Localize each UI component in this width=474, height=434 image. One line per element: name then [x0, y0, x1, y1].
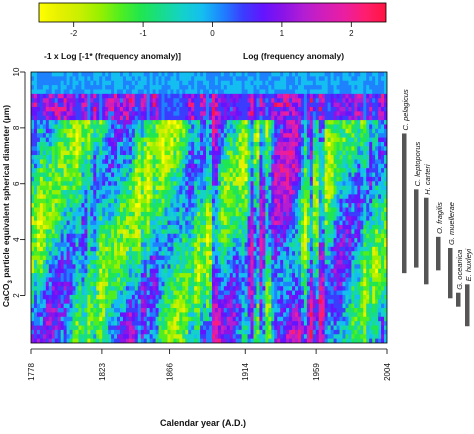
species-bar — [456, 292, 461, 307]
species-bar — [414, 189, 419, 268]
x-tick-label: 1778 — [27, 363, 36, 381]
colorbar-right-label: Log (frequency anomaly) — [243, 51, 344, 61]
species-bar — [424, 197, 429, 285]
species-label: H. carteri — [423, 164, 432, 195]
y-tick-label: 10 — [12, 67, 21, 76]
colorbar-gradient — [38, 2, 387, 23]
species-bar — [448, 248, 453, 299]
x-axis-label: Calendar year (A.D.) — [160, 418, 246, 428]
species-label: C. pelagicus — [401, 89, 410, 131]
species-bar — [402, 133, 407, 274]
species-label: O. fragilis — [435, 202, 444, 234]
x-tick-label: 1866 — [166, 363, 175, 381]
x-tick-label: 1823 — [98, 363, 107, 381]
species-bar — [436, 236, 441, 271]
x-axis: 1778 1823 1866 1914 1959 2004 — [27, 348, 392, 381]
y-tick-label: 6 — [12, 181, 21, 186]
y-tick-label: 8 — [12, 125, 21, 130]
colorbar-tick-label: 2 — [349, 29, 354, 38]
heatmap — [30, 71, 388, 344]
species-label: G. muellerae — [447, 202, 456, 245]
colorbar-ticks: -2 -1 0 1 2 — [70, 22, 354, 38]
x-tick-label: 1914 — [241, 363, 250, 381]
y-tick-label: 2 — [12, 293, 21, 298]
species-label: G. oceanica — [455, 250, 464, 290]
species-label: C. leptoporus — [413, 141, 422, 186]
colorbar-tick-label: 0 — [210, 29, 215, 38]
colorbar-tick-label: 1 — [280, 29, 285, 38]
plot-frame — [30, 71, 388, 344]
species-label: E. huxleyi — [464, 248, 473, 281]
species-bar — [465, 284, 470, 327]
colorbar-left-label: -1 x Log [-1* (frequency anomaly)] — [44, 51, 181, 61]
y-axis: 2 4 6 8 10 — [12, 67, 26, 298]
x-tick-label: 2004 — [383, 363, 392, 381]
colorbar-tick-label: -1 — [140, 29, 148, 38]
x-tick-label: 1959 — [312, 363, 321, 381]
colorbar: -2 -1 0 1 2 -1 x Log [-1* (frequency anomaly… — [38, 2, 387, 61]
y-axis-label: CaCO3 particle equivalent spherical diam… — [1, 105, 14, 307]
y-tick-label: 4 — [12, 237, 21, 242]
colorbar-tick-label: -2 — [70, 29, 78, 38]
